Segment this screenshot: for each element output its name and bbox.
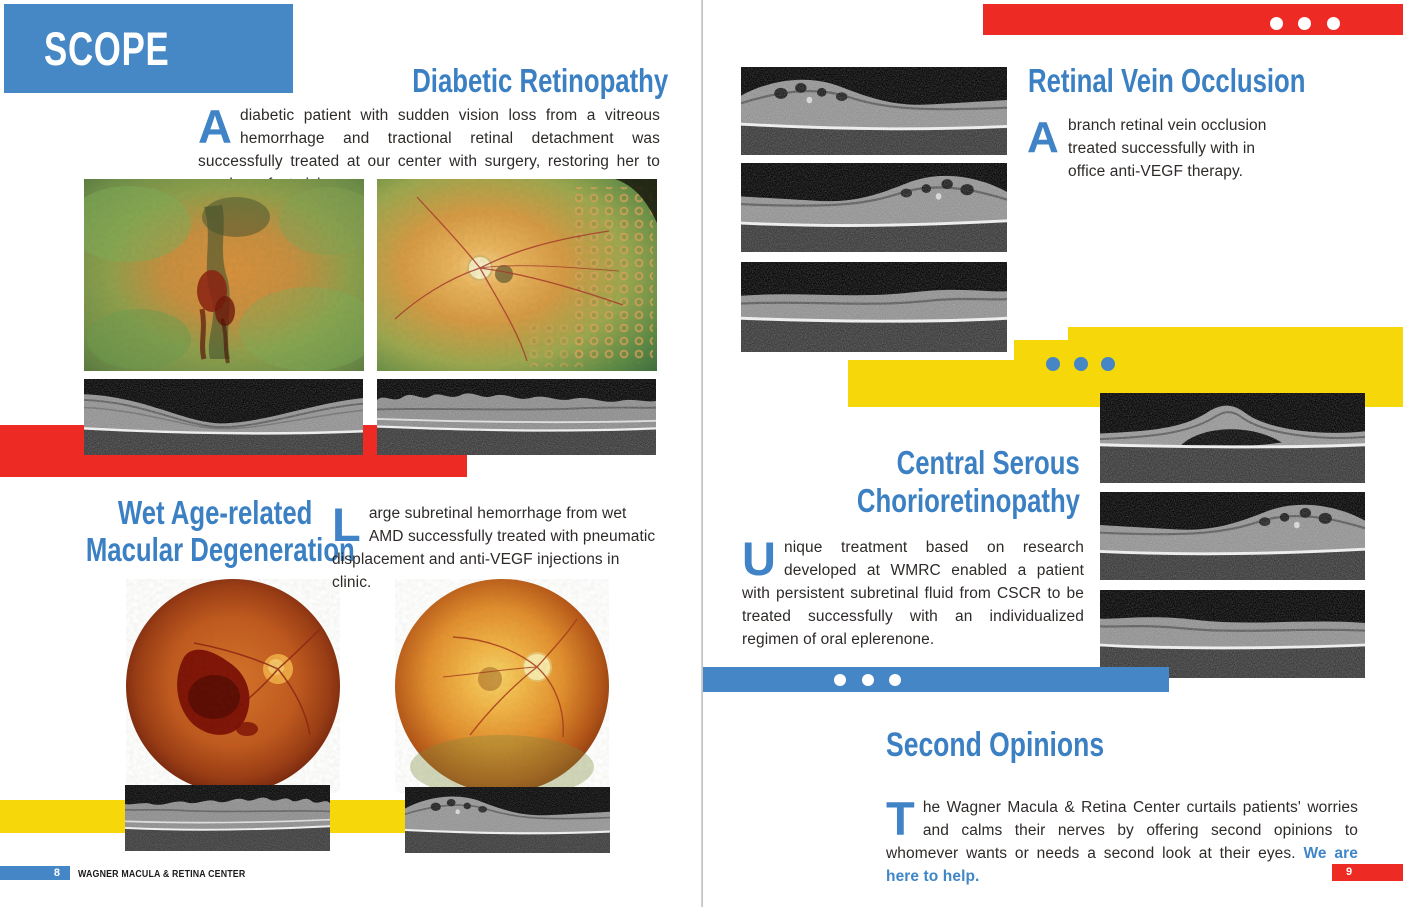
dropcap: A — [198, 100, 233, 153]
wet-amd-title: Wet Age-related Macular Degeneration — [85, 494, 355, 568]
dot-icon — [1327, 17, 1340, 30]
rvo-title: Retinal Vein Occlusion — [1028, 62, 1306, 99]
highlight-text: We are here to help. — [886, 845, 1358, 885]
dot-icon — [1101, 357, 1115, 371]
oct-scan-csc-2 — [1100, 492, 1365, 580]
dropcap: U — [742, 532, 777, 585]
dot-icon — [1074, 357, 1088, 371]
right-page: Retinal Vein Occlusion A branch retinal … — [702, 0, 1403, 907]
scope-label: SCOPE — [44, 22, 170, 75]
dropcap: A — [1027, 113, 1059, 162]
scope-banner: SCOPE — [4, 4, 293, 93]
fundus-photo-diabetic-1 — [84, 179, 364, 371]
paragraph-text: arge subretinal hemorrhage from wet AMD … — [332, 505, 656, 591]
oct-scan-diabetic-1 — [84, 379, 363, 455]
oct-scan-rvo-2 — [741, 163, 1007, 252]
paragraph-text: he Wagner Macula & Retina Center curtail… — [886, 799, 1358, 862]
oct-scan-diabetic-2 — [377, 379, 656, 455]
rvo-paragraph: A branch retinal vein occlusion treated … — [1027, 114, 1287, 183]
oct-scan-amd-1 — [125, 785, 330, 851]
oct-scan-amd-2 — [405, 787, 610, 853]
page-fold-divider — [701, 0, 703, 907]
dropcap: T — [886, 792, 915, 845]
paragraph-text: nique treatment based on research develo… — [742, 539, 1084, 648]
dot-icon — [862, 674, 874, 686]
red-accent-bar-top — [983, 4, 1403, 35]
oct-scan-csc-3 — [1100, 590, 1365, 678]
dropcap: L — [332, 498, 361, 551]
oct-scan-rvo-3 — [741, 262, 1007, 352]
dot-icon — [1270, 17, 1283, 30]
csc-title: Central Serous Chorioretinopathy — [856, 444, 1080, 519]
blue-accent-bar — [703, 667, 1169, 692]
paragraph-text: diabetic patient with sudden vision loss… — [198, 107, 660, 193]
fundus-photo-diabetic-2 — [377, 179, 657, 371]
diabetic-retinopathy-title: Diabetic Retinopathy — [412, 62, 669, 99]
page-number-right: 9 — [1332, 864, 1403, 881]
fundus-photo-amd-2 — [395, 579, 609, 793]
oct-scan-csc-1 — [1100, 393, 1365, 483]
publication-name: WAGNER MACULA & RETINA CENTER — [78, 868, 246, 880]
fundus-photo-amd-1 — [126, 579, 340, 793]
dot-icon — [1298, 17, 1311, 30]
page-number-left: 8 — [0, 866, 70, 880]
dot-icon — [1046, 357, 1060, 371]
paragraph-text: branch retinal vein occlusion treated su… — [1068, 117, 1267, 180]
oct-scan-rvo-1 — [741, 67, 1007, 155]
dot-icon — [889, 674, 901, 686]
dot-icon — [834, 674, 846, 686]
second-opinions-title: Second Opinions — [886, 726, 1105, 764]
